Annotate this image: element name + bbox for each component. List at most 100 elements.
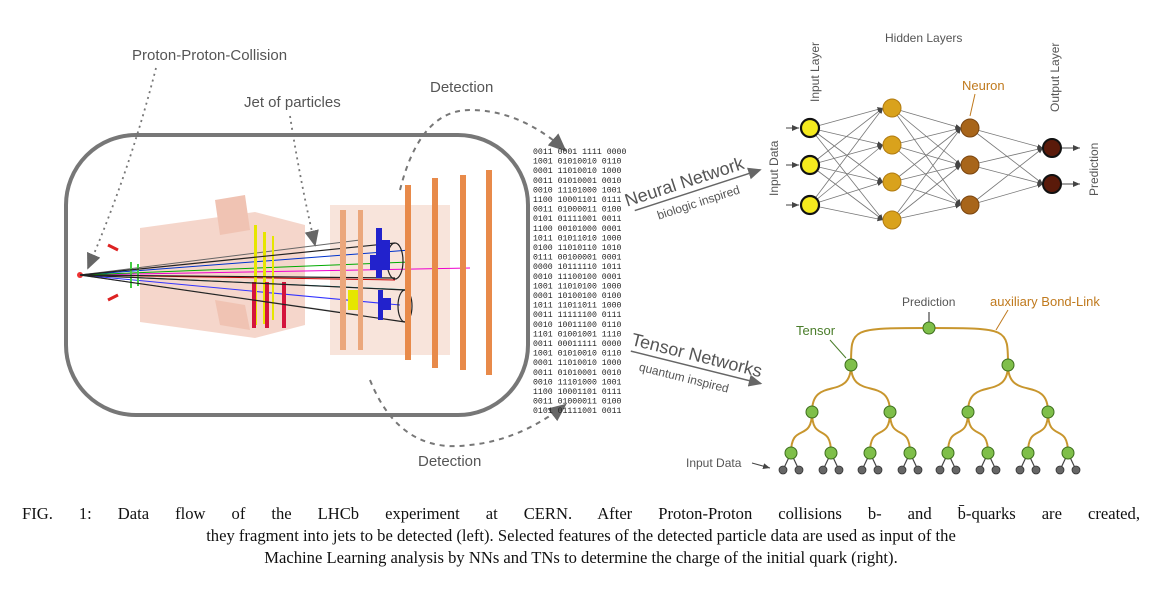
tensor-node (1061, 446, 1075, 460)
detector-panel (64, 133, 530, 417)
neuron-node (1042, 138, 1062, 158)
nn-connection (969, 164, 1044, 185)
nn-connection (809, 107, 884, 166)
binary-row: 0011 0001 1111 0000 (533, 148, 626, 157)
nn-connection (891, 164, 962, 221)
nn-connection (969, 146, 1044, 166)
neuron-node (882, 135, 902, 155)
binary-row: 0100 11010110 1010 (533, 244, 622, 253)
output-layer-label: Output Layer (1048, 43, 1062, 112)
detector-outline (64, 133, 530, 417)
binary-row: 1011 11011011 1000 (533, 302, 622, 311)
tensor-node (961, 405, 975, 419)
tensor-node (922, 321, 936, 335)
binary-row: 0011 01000011 0100 (533, 398, 622, 407)
input-data-tn-label: Input Data (686, 456, 742, 470)
binary-row: 1011 01011010 1000 (533, 234, 622, 243)
input-leaf-node (913, 465, 923, 475)
tensor-node (805, 405, 819, 419)
input-leaf-node (1015, 465, 1025, 475)
binary-row: 0011 11111100 0111 (533, 311, 622, 320)
jet-label: Jet of particles (244, 94, 341, 111)
input-leaf-node (857, 465, 867, 475)
tensor-network-arrow: Tensor Networks quantum inspired (629, 329, 764, 395)
aux-link-pointer (995, 309, 1009, 331)
neuron-node (882, 210, 902, 230)
tensor-pointer (829, 339, 847, 359)
nn-connection (809, 164, 884, 221)
bond-link (889, 411, 911, 454)
input-leaf-node (991, 465, 1001, 475)
nn-connection (809, 144, 884, 206)
binary-row: 0010 11100100 0001 (533, 273, 622, 282)
tensor-node (1001, 358, 1015, 372)
input-leaf-node (1031, 465, 1041, 475)
binary-row: 0011 01000011 0100 (533, 206, 622, 215)
tensor-node (824, 446, 838, 460)
bond-link (1007, 364, 1049, 413)
nn-connection (969, 127, 1044, 149)
nn-connection (891, 107, 962, 129)
binary-row: 0010 10011100 0110 (533, 321, 622, 330)
caption-line-1: FIG. 1: Data flow of the LHCb experiment… (22, 504, 1140, 523)
binary-row: 0011 01010001 0010 (533, 369, 622, 378)
input-data-nn-label: Input Data (767, 140, 781, 196)
figure-caption: FIG. 1: Data flow of the LHCb experiment… (22, 503, 1140, 569)
input-leaf-node (834, 465, 844, 475)
binary-row: 1001 01010010 0110 (533, 158, 622, 167)
figure-diagram: Proton-Proton-Collision Jet of particles… (64, 31, 1101, 475)
neuron-node (799, 117, 821, 139)
collision-label: Proton-Proton-Collision (132, 47, 287, 64)
aux-link-label: auxiliary Bond-Link (990, 294, 1100, 309)
neuron-pointer (969, 93, 976, 117)
caption-line-3: Machine Learning analysis by NNs and TNs… (264, 548, 898, 567)
nn-connection (969, 183, 1044, 206)
binary-row: 0000 10111110 1011 (533, 263, 622, 272)
binary-row: 1100 00101000 0001 (533, 225, 622, 234)
nn-connection (891, 144, 962, 206)
nn-connection (969, 147, 1044, 206)
input-leaf-node (897, 465, 907, 475)
bond-link (928, 327, 1009, 366)
bond-link (947, 411, 969, 454)
binary-row: 0011 01010001 0010 (533, 177, 622, 186)
nn-connection (809, 204, 884, 222)
nn-connection (809, 127, 884, 221)
input-leaf-node (794, 465, 804, 475)
calorimeter-hits (348, 228, 391, 320)
nn-connection (891, 127, 962, 146)
tensor-node (784, 446, 798, 460)
nn-connection (891, 127, 962, 183)
tensor-node (1021, 446, 1035, 460)
binary-row: 1101 01001001 1110 (533, 330, 622, 339)
input-leaf-node (951, 465, 961, 475)
muon-stations (340, 170, 492, 375)
neuron-node (960, 155, 980, 175)
nn-connection (809, 144, 884, 166)
input-data-tn-arrow (751, 462, 771, 470)
bond-link (850, 327, 930, 366)
bond-link (1047, 411, 1069, 454)
binary-row: 0001 10100100 0100 (533, 292, 622, 301)
tensor-node (1041, 405, 1055, 419)
input-layer-label: Input Layer (808, 42, 822, 102)
binary-row: 0010 11101000 1001 (533, 378, 622, 387)
binary-row: 1001 11010100 1000 (533, 282, 622, 291)
prediction-nn-label: Prediction (1087, 143, 1101, 196)
detection-bottom-arrow (369, 379, 567, 448)
bond-link (967, 364, 1009, 413)
neural-network-arrow: Neural Network biologic inspired (622, 153, 762, 222)
nn-connection (969, 127, 1044, 185)
nn-connection (809, 107, 884, 206)
binary-row: 1001 01010010 0110 (533, 350, 622, 359)
input-leaf-node (1071, 465, 1081, 475)
binary-row: 1100 10001101 0111 (533, 196, 622, 205)
bond-link (869, 411, 891, 454)
caption-line-2: they fragment into jets to be detected (… (206, 526, 956, 545)
tensor-label: Tensor (796, 323, 836, 338)
tensor-network (778, 312, 1081, 475)
neuron-node (960, 118, 980, 138)
nn-connection (891, 107, 962, 206)
tensor-node (941, 446, 955, 460)
